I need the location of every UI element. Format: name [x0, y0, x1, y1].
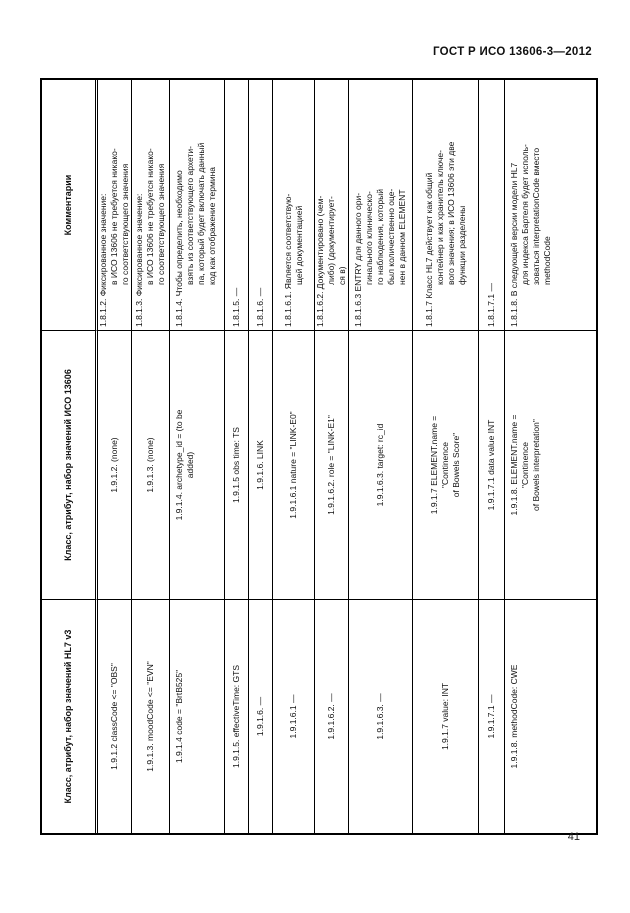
cell-hl7: 1.9.1.5. effectiveTime: GTS [225, 599, 249, 833]
mapping-table-rotated: Класс, атрибут, набор значений HL7 v3 Кл… [40, 78, 598, 835]
cell-text: 1.9.1.6.2. role = "LINK-E1" [326, 415, 336, 515]
cell-text: 1.9.1.3. moodCode <= "EVN" [145, 661, 155, 772]
cell-text: 1.9.1.6. LINK [255, 440, 265, 490]
page-number: 41 [567, 831, 580, 843]
cell-iso: 1.9.1.5 obs time: TS [225, 330, 249, 599]
column-header-iso: Класс, атрибут, набор значений ИСО 13606 [42, 330, 98, 599]
column-header-comments-label: Комментарии [63, 174, 73, 236]
cell-comment: 1.8.1.2. Фиксированное значение: в ИСО 1… [98, 80, 132, 330]
cell-comment: 1.8.1.3. Фиксированное значение: в ИСО 1… [132, 80, 170, 330]
mapping-table: Класс, атрибут, набор значений HL7 v3 Кл… [40, 78, 598, 835]
cell-hl7: 1.9.1.6. — [249, 599, 273, 833]
cell-text: 1.9.1.4 code = "BrtB525" [174, 669, 184, 764]
cell-iso: 1.9.1.6.3. target: rc_id [349, 330, 413, 599]
cell-text: 1.8.1.7 Класс HL7 действует как общий ко… [423, 141, 467, 327]
cell-text: 1.9.1.7.1 — [486, 694, 496, 739]
standard-header: ГОСТ Р ИСО 13606-3—2012 [432, 46, 592, 58]
cell-hl7: 1.9.1.6.1 — [273, 599, 315, 833]
cell-text: 1.8.1.7.1 — [486, 283, 496, 327]
cell-text: 1.8.1.6.1. Является соответствую- щей до… [282, 193, 304, 327]
cell-iso: 1.9.1.6.2. role = "LINK-E1" [315, 330, 349, 599]
cell-text: 1.8.1.3. Фиксированное значение: в ИСО 1… [134, 148, 166, 327]
cell-text: 1.9.1.6.1 nature = "LINK-E0" [288, 411, 298, 519]
cell-comment: 1.8.1.4. Чтобы определить, необходимо вз… [170, 80, 225, 330]
cell-comment: 1.8.1.5. — [225, 80, 249, 330]
cell-text: 1.9.1.8. ELEMENT.name = "Continence of B… [509, 414, 541, 516]
cell-hl7: 1.9.1.7.1 — [479, 599, 505, 833]
cell-text: 1.9.1.2. (none) [109, 437, 119, 493]
cell-text: 1.9.1.6.3. target: rc_id [375, 423, 385, 507]
cell-text: 1.9.1.3. (none) [145, 437, 155, 493]
cell-text: 1.9.1.6.3. — [375, 693, 385, 740]
cell-text: 1.9.1.2 classCode <= "OBS" [109, 663, 119, 770]
cell-text: 1.8.1.8. В следующей версии модели HL7 д… [509, 144, 552, 327]
cell-comment: 1.8.1.7 Класс HL7 действует как общий ко… [413, 80, 479, 330]
cell-iso: 1.9.1.4. archetype_id = (to be added) [170, 330, 225, 599]
cell-text: 1.9.1.6.2. — [326, 693, 336, 740]
cell-text: 1.8.1.6. — [255, 287, 265, 327]
cell-comment: 1.8.1.6. — [249, 80, 273, 330]
cell-hl7: 1.9.1.6.3. — [349, 599, 413, 833]
cell-text: 1.8.1.6.3 ENTRY для данного ори- гинальн… [353, 188, 407, 327]
cell-hl7: 1.9.1.4 code = "BrtB525" [170, 599, 225, 833]
column-header-iso-label: Класс, атрибут, набор значений ИСО 13606 [63, 369, 73, 561]
cell-text: 1.8.1.4. Чтобы определить, необходимо вз… [174, 142, 217, 327]
cell-comment: 1.8.1.6.3 ENTRY для данного ори- гинальн… [349, 80, 413, 330]
cell-hl7: 1.9.1.8. methodCode: CWE [505, 599, 596, 833]
cell-text: 1.8.1.2. Фиксированное значение: в ИСО 1… [98, 148, 130, 327]
cell-text: 1.9.1.5 obs time: TS [231, 427, 241, 503]
cell-text: 1.8.1.5. — [231, 287, 241, 327]
cell-text: 1.8.1.6.2. Документировано (чем- либо) (… [315, 195, 347, 327]
cell-comment: 1.8.1.6.2. Документировано (чем- либо) (… [315, 80, 349, 330]
cell-text: 1.9.1.5. effectiveTime: GTS [231, 665, 241, 768]
cell-hl7: 1.9.1.6.2. — [315, 599, 349, 833]
cell-comment: 1.8.1.7.1 — [479, 80, 505, 330]
cell-iso: 1.9.1.8. ELEMENT.name = "Continence of B… [505, 330, 596, 599]
column-header-hl7: Класс, атрибут, набор значений HL7 v3 [42, 599, 98, 833]
cell-hl7: 1.9.1.3. moodCode <= "EVN" [132, 599, 170, 833]
column-header-hl7-label: Класс, атрибут, набор значений HL7 v3 [63, 629, 73, 804]
cell-text: 1.9.1.8. methodCode: CWE [509, 664, 519, 769]
cell-iso: 1.9.1.7 ELEMENT.name = "Continence of Bo… [413, 330, 479, 599]
cell-comment: 1.8.1.6.1. Является соответствую- щей до… [273, 80, 315, 330]
cell-text: 1.9.1.7 value: INT [440, 682, 450, 751]
cell-text: 1.9.1.7 ELEMENT.name = "Continence of Bo… [429, 415, 461, 515]
cell-iso: 1.9.1.3. (none) [132, 330, 170, 599]
cell-hl7: 1.9.1.2 classCode <= "OBS" [98, 599, 132, 833]
cell-iso: 1.9.1.6. LINK [249, 330, 273, 599]
cell-hl7: 1.9.1.7 value: INT [413, 599, 479, 833]
cell-comment: 1.8.1.8. В следующей версии модели HL7 д… [505, 80, 596, 330]
cell-text: 1.9.1.6.1 — [288, 694, 298, 739]
cell-text: 1.9.1.6. — [255, 696, 265, 737]
cell-text: 1.9.1.4. archetype_id = (to be added) [174, 409, 195, 521]
column-header-comments: Комментарии [42, 80, 98, 330]
cell-iso: 1.9.1.7.1 data value INT [479, 330, 505, 599]
cell-iso: 1.9.1.2. (none) [98, 330, 132, 599]
cell-text: 1.9.1.7.1 data value INT [486, 419, 496, 511]
cell-iso: 1.9.1.6.1 nature = "LINK-E0" [273, 330, 315, 599]
